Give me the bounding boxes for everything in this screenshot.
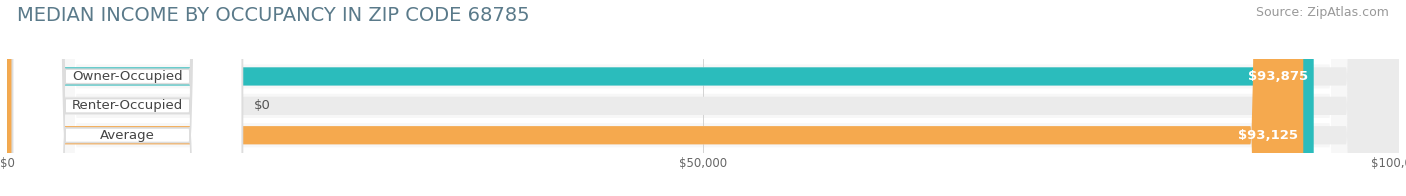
Text: $0: $0 <box>253 99 270 112</box>
Text: Average: Average <box>100 129 155 142</box>
FancyBboxPatch shape <box>7 0 1313 196</box>
FancyBboxPatch shape <box>13 0 242 196</box>
FancyBboxPatch shape <box>7 0 1399 196</box>
Text: $93,875: $93,875 <box>1249 70 1308 83</box>
Text: Renter-Occupied: Renter-Occupied <box>72 99 183 112</box>
FancyBboxPatch shape <box>13 0 242 196</box>
Text: Owner-Occupied: Owner-Occupied <box>72 70 183 83</box>
Text: Source: ZipAtlas.com: Source: ZipAtlas.com <box>1256 6 1389 19</box>
FancyBboxPatch shape <box>13 0 242 196</box>
Text: $93,125: $93,125 <box>1237 129 1298 142</box>
FancyBboxPatch shape <box>7 0 1399 196</box>
FancyBboxPatch shape <box>7 0 1303 196</box>
FancyBboxPatch shape <box>7 0 1399 196</box>
FancyBboxPatch shape <box>7 0 1399 196</box>
Text: MEDIAN INCOME BY OCCUPANCY IN ZIP CODE 68785: MEDIAN INCOME BY OCCUPANCY IN ZIP CODE 6… <box>17 6 530 25</box>
FancyBboxPatch shape <box>7 0 1399 196</box>
FancyBboxPatch shape <box>7 0 1399 196</box>
